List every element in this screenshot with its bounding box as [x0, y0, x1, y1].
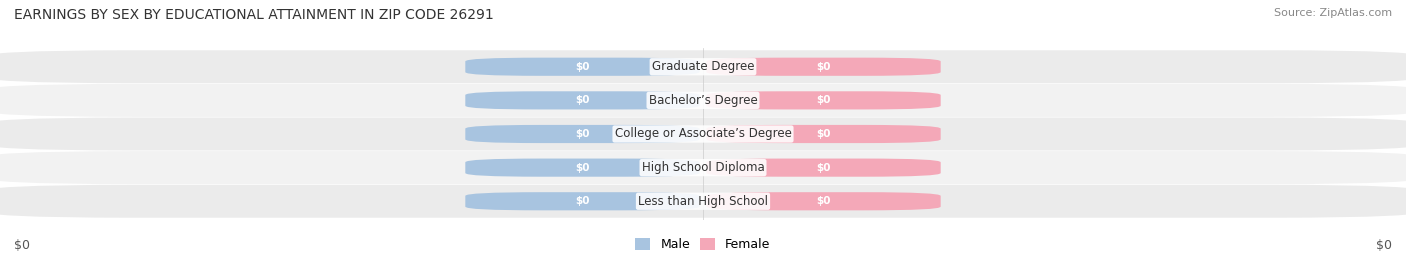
FancyBboxPatch shape: [706, 125, 941, 143]
Text: $0: $0: [575, 163, 589, 173]
Text: $0: $0: [14, 239, 30, 252]
Text: Source: ZipAtlas.com: Source: ZipAtlas.com: [1274, 8, 1392, 18]
Text: $0: $0: [1376, 239, 1392, 252]
FancyBboxPatch shape: [465, 58, 700, 76]
Text: $0: $0: [817, 129, 831, 139]
Text: EARNINGS BY SEX BY EDUCATIONAL ATTAINMENT IN ZIP CODE 26291: EARNINGS BY SEX BY EDUCATIONAL ATTAINMEN…: [14, 8, 494, 22]
Text: $0: $0: [817, 95, 831, 105]
FancyBboxPatch shape: [706, 58, 941, 76]
FancyBboxPatch shape: [465, 125, 700, 143]
FancyBboxPatch shape: [465, 159, 700, 177]
Text: College or Associate’s Degree: College or Associate’s Degree: [614, 128, 792, 140]
Text: $0: $0: [817, 163, 831, 173]
Text: $0: $0: [575, 95, 589, 105]
Text: $0: $0: [817, 62, 831, 72]
Legend: Male, Female: Male, Female: [636, 238, 770, 251]
Text: $0: $0: [817, 196, 831, 206]
Text: $0: $0: [575, 129, 589, 139]
Text: High School Diploma: High School Diploma: [641, 161, 765, 174]
FancyBboxPatch shape: [706, 159, 941, 177]
Text: Less than High School: Less than High School: [638, 195, 768, 208]
FancyBboxPatch shape: [0, 185, 1406, 218]
FancyBboxPatch shape: [0, 118, 1406, 150]
FancyBboxPatch shape: [706, 91, 941, 109]
Text: $0: $0: [575, 62, 589, 72]
FancyBboxPatch shape: [706, 192, 941, 210]
FancyBboxPatch shape: [0, 84, 1406, 117]
FancyBboxPatch shape: [465, 192, 700, 210]
FancyBboxPatch shape: [0, 50, 1406, 83]
FancyBboxPatch shape: [465, 91, 700, 109]
Text: Graduate Degree: Graduate Degree: [652, 60, 754, 73]
FancyBboxPatch shape: [0, 151, 1406, 184]
Text: $0: $0: [575, 196, 589, 206]
Text: Bachelor’s Degree: Bachelor’s Degree: [648, 94, 758, 107]
